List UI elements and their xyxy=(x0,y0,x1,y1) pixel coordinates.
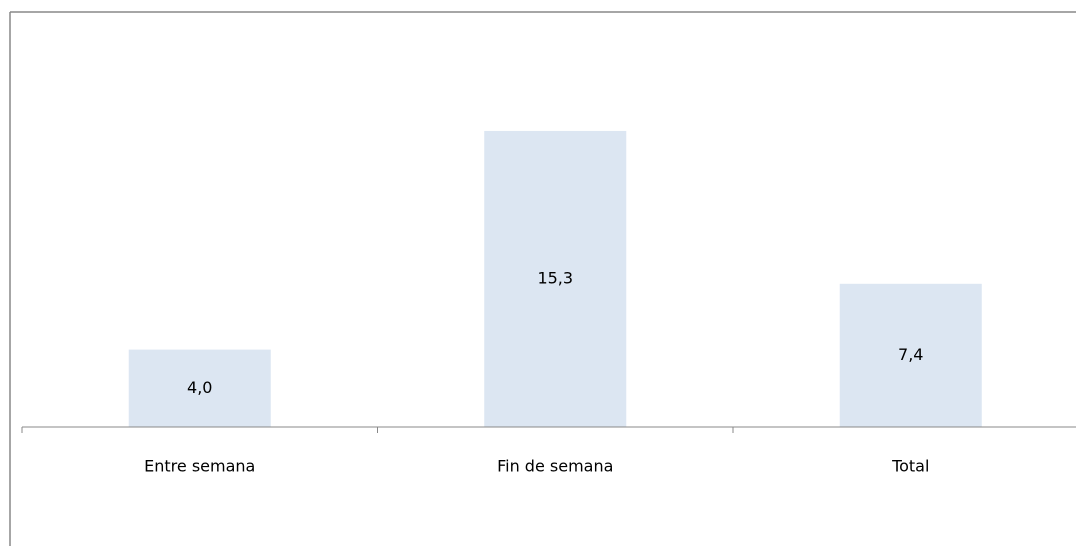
x-tick-label: Total xyxy=(891,457,929,476)
data-label: 15,3 xyxy=(537,268,573,287)
x-tick-label: Fin de semana xyxy=(497,457,613,476)
bar xyxy=(484,130,627,427)
bar xyxy=(839,283,982,427)
bar xyxy=(128,349,271,427)
x-tick-label: Entre semana xyxy=(144,457,255,476)
data-label: 7,4 xyxy=(898,345,923,364)
data-label: 4,0 xyxy=(187,378,212,397)
